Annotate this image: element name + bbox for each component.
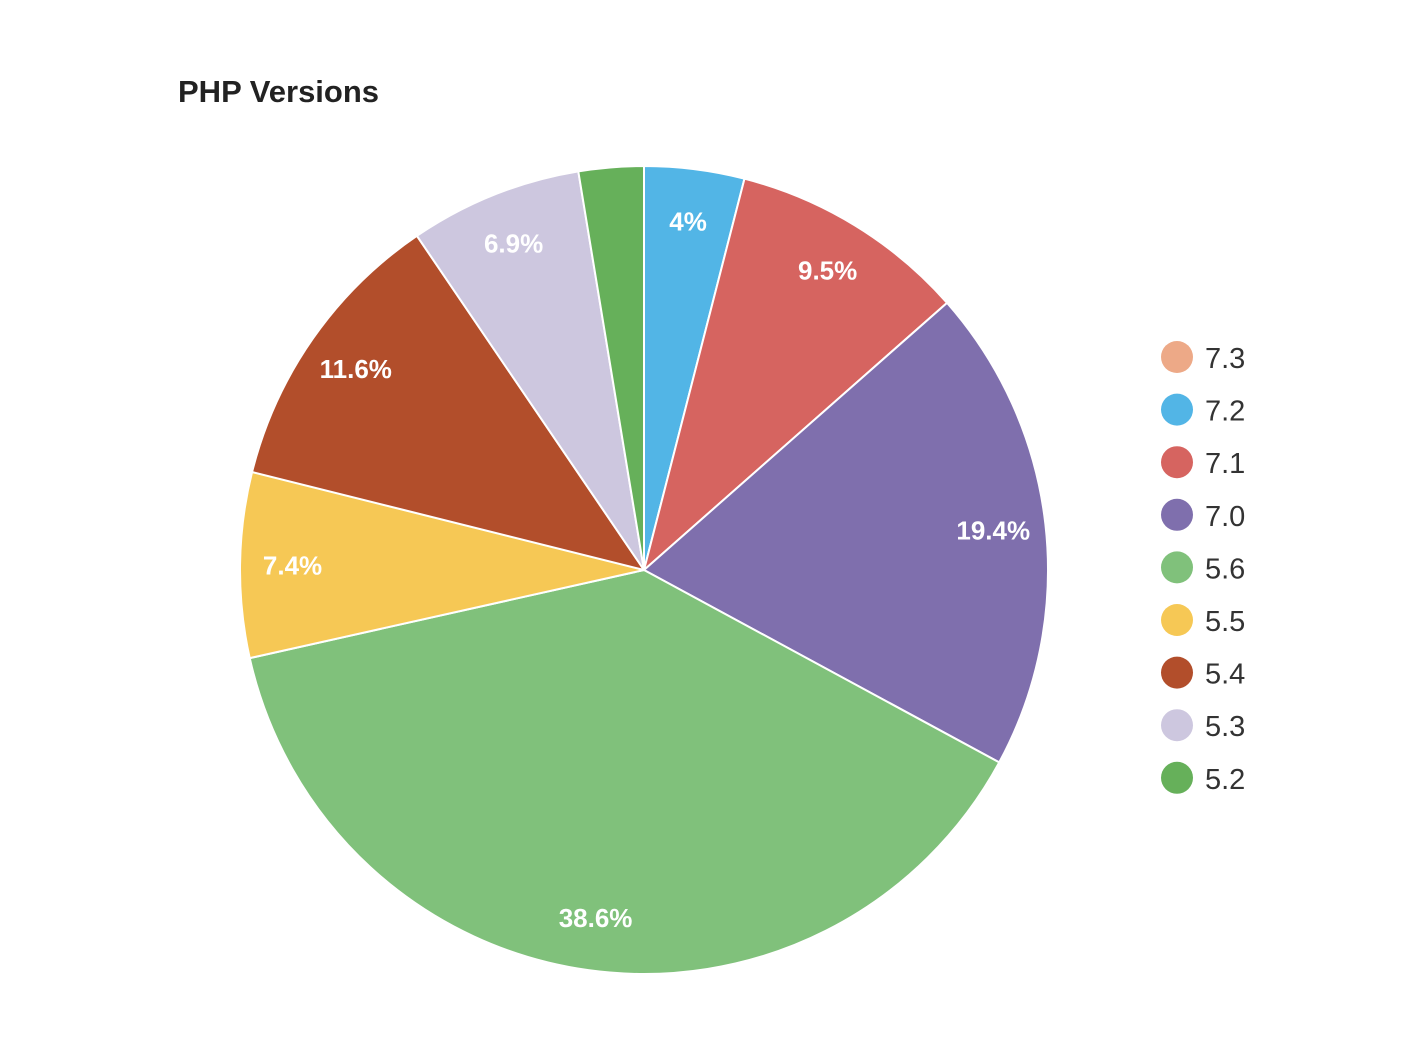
pie-slice-5.3: [415, 170, 645, 571]
data-label-7.1: 9.5%: [798, 255, 857, 285]
data-label-7.2: 4%: [669, 206, 707, 236]
pie-slice-5.4: [250, 234, 647, 572]
legend-label-7.0[interactable]: 7.0: [1205, 501, 1245, 533]
legend-label-7.1[interactable]: 7.1: [1205, 448, 1245, 480]
pie-slice-5.2: [577, 164, 645, 571]
chart-title: PHP Versions: [178, 74, 380, 109]
legend-marker-5.5[interactable]: [1161, 604, 1193, 636]
data-label-7.0: 19.4%: [956, 515, 1030, 545]
legend-label-7.3[interactable]: 7.3: [1205, 343, 1245, 375]
legend-label-5.3[interactable]: 5.3: [1205, 711, 1245, 743]
legend-marker-7.2[interactable]: [1161, 393, 1193, 426]
pie-slice-5.5: [239, 470, 645, 660]
legend-label-7.2[interactable]: 7.2: [1205, 396, 1245, 428]
legend-marker-5.6[interactable]: [1161, 551, 1193, 584]
pie-slice-7.0: [642, 301, 1049, 764]
legend-marker-7.1[interactable]: [1161, 446, 1193, 479]
data-label-5.4: 11.6%: [320, 354, 392, 384]
legend-label-5.6[interactable]: 5.6: [1205, 553, 1245, 585]
legend-label-5.4[interactable]: 5.4: [1205, 659, 1245, 691]
legend-marker-7.0[interactable]: [1161, 498, 1193, 531]
data-label-5.5: 7.4%: [263, 551, 322, 581]
legend-label-5.2[interactable]: 5.2: [1205, 764, 1245, 796]
data-label-5.6: 38.6%: [559, 903, 633, 933]
legend-label-5.5[interactable]: 5.5: [1205, 606, 1245, 638]
legend-marker-7.3[interactable]: [1161, 341, 1193, 373]
legend-marker-5.4[interactable]: [1161, 656, 1193, 689]
legend-marker-5.3[interactable]: [1161, 709, 1193, 742]
pie-slice-5.6: [248, 568, 1001, 975]
data-label-5.3: 6.9%: [484, 229, 543, 259]
legend-marker-5.2[interactable]: [1161, 761, 1193, 794]
pie-slice-7.1: [642, 177, 949, 573]
